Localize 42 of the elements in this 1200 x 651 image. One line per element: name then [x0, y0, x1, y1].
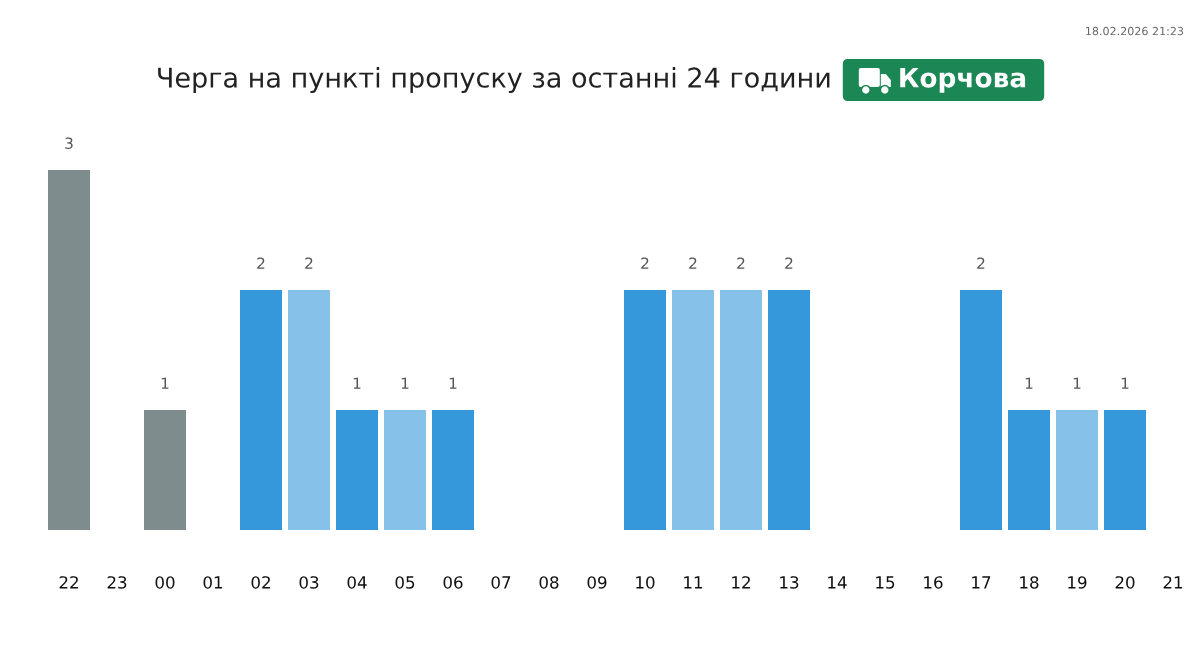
x-tick-label: 10	[636, 576, 655, 589]
x-tick-label: 04	[347, 576, 367, 589]
chart-subtitle: Корчова	[900, 68, 1026, 93]
x-tick-label: 05	[395, 576, 415, 589]
x-tick-label: 09	[587, 576, 607, 589]
data-label: 2	[689, 257, 697, 269]
x-tick-label: 23	[107, 576, 127, 589]
x-tick-label: 18	[1020, 576, 1039, 589]
x-tick-label: 20	[1115, 576, 1135, 589]
x-tick-label: 02	[251, 576, 270, 589]
data-label: 1	[161, 377, 169, 389]
data-label: 2	[977, 257, 985, 269]
x-tick-label: 16	[924, 576, 943, 589]
x-tick-label: 15	[876, 576, 895, 589]
data-label: 2	[737, 257, 745, 269]
data-label: 1	[353, 377, 361, 389]
data-label: 1	[449, 377, 457, 389]
x-tick-label: 12	[732, 576, 750, 589]
x-tick-label: 11	[684, 576, 703, 589]
data-label: 2	[305, 257, 313, 269]
data-label: 1	[401, 377, 409, 389]
data-label: 2	[641, 257, 649, 269]
x-tick-label: 17	[972, 576, 991, 589]
data-label: 2	[257, 257, 265, 269]
x-tick-label: 03	[299, 576, 319, 589]
x-tick-label: 21	[1163, 576, 1183, 589]
data-label: 1	[1025, 377, 1033, 389]
x-tick-label: 00	[155, 576, 175, 589]
x-tick-label: 08	[539, 576, 559, 589]
data-label: 2	[785, 257, 793, 269]
x-tick-label: 19	[1068, 576, 1087, 589]
x-tick-label: 07	[491, 576, 511, 589]
text: 18.02.2026 21:23	[1086, 26, 1184, 36]
data-label: 3	[65, 137, 73, 149]
x-tick-label: 06	[443, 576, 463, 589]
data-label: 1	[1121, 377, 1129, 389]
x-tick-label: 14	[828, 576, 847, 589]
x-tick-label: 01	[203, 576, 223, 589]
chart-title: Черга на пункті пропуску за останні 24 години	[158, 66, 830, 94]
x-tick-label: 22	[59, 576, 78, 589]
x-tick-label: 13	[780, 576, 799, 589]
data-label: 1	[1073, 377, 1081, 389]
